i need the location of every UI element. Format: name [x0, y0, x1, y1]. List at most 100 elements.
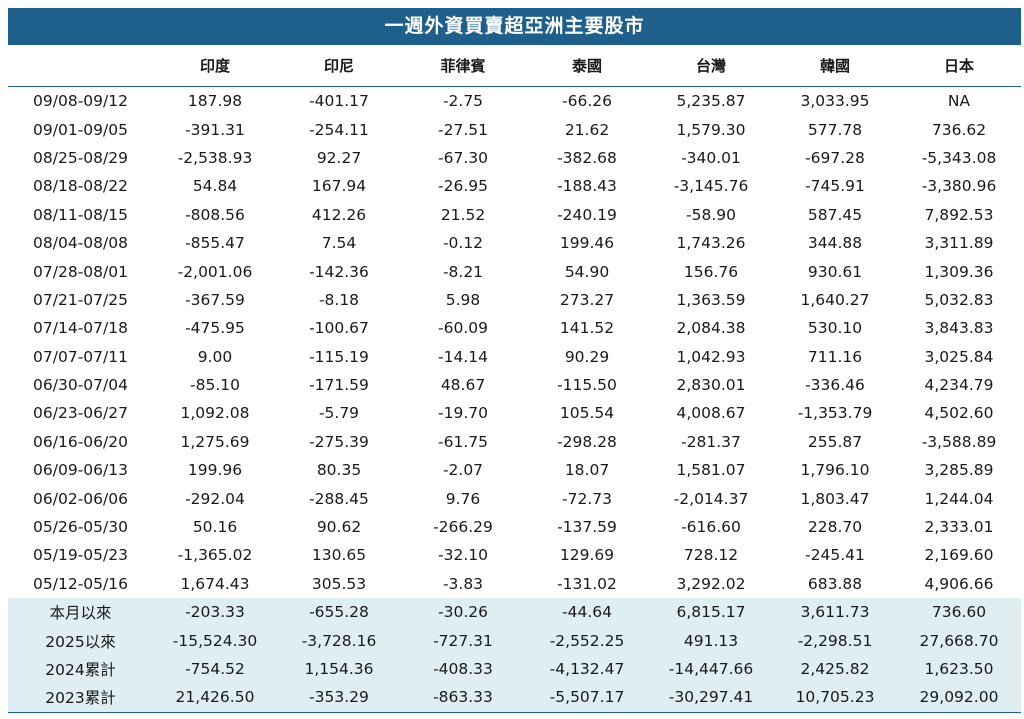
- value-cell: -188.43: [557, 177, 617, 196]
- value-cell: -26.95: [438, 177, 488, 196]
- value-cell: -1,353.79: [797, 404, 873, 423]
- value-cell: 2,830.01: [676, 376, 746, 395]
- value-cell: -298.28: [557, 432, 617, 451]
- value-cell: -131.02: [557, 574, 617, 593]
- value-cell: -15,524.30: [153, 626, 277, 655]
- value-cell: -32.10: [438, 546, 488, 565]
- value-cell: 9.76: [445, 489, 481, 508]
- value-cell: -754.52: [153, 654, 277, 684]
- value-cell: 255.87: [807, 432, 863, 451]
- row-label-cell: 09/01-09/05: [33, 120, 128, 139]
- value-cell: 48.67: [440, 376, 486, 395]
- value-cell: -8.21: [442, 262, 484, 281]
- value-cell: -85.10: [190, 376, 240, 395]
- value-cell: 6,815.17: [649, 598, 773, 627]
- table-row: 08/04-08/08 -855.47 7.54 -0.12 199.46 1,743.2…: [8, 229, 1021, 257]
- value-cell: 1,623.50: [897, 654, 1021, 684]
- header-row: 印度 印尼 菲律賓 泰國 台灣 韓國 日本: [8, 45, 1021, 87]
- row-label-cell: 05/26-05/30: [33, 518, 128, 537]
- value-cell: 577.78: [807, 120, 863, 139]
- value-cell: -5,507.17: [525, 683, 649, 713]
- value-cell: -2,538.93: [177, 148, 253, 167]
- data-table: 印度 印尼 菲律賓 泰國 台灣 韓國 日本 09/08-09/12 187.98 -…: [8, 45, 1021, 713]
- value-cell: -340.01: [681, 148, 741, 167]
- value-cell: -401.17: [309, 92, 369, 111]
- value-cell: 530.10: [807, 319, 863, 338]
- table-title: 一週外資買賣超亞洲主要股市: [8, 8, 1021, 45]
- row-label-cell: 06/09-06/13: [33, 461, 128, 480]
- value-cell: 21.62: [564, 120, 610, 139]
- value-cell: 54.90: [564, 262, 610, 281]
- value-cell: 228.70: [807, 518, 863, 537]
- value-cell: -100.67: [309, 319, 369, 338]
- value-cell: -808.56: [185, 205, 245, 224]
- value-cell: 29,092.00: [897, 683, 1021, 713]
- value-cell: 1,581.07: [676, 461, 746, 480]
- value-cell: -475.95: [185, 319, 245, 338]
- value-cell: 1,309.36: [924, 262, 994, 281]
- value-cell: -60.09: [438, 319, 488, 338]
- value-cell: -254.11: [309, 120, 369, 139]
- value-cell: 1,803.47: [800, 489, 870, 508]
- value-cell: 2,333.01: [924, 518, 994, 537]
- value-cell: -14.14: [438, 347, 488, 366]
- row-label-cell: 08/04-08/08: [33, 234, 128, 253]
- value-cell: 54.84: [192, 177, 238, 196]
- header-cell-indonesia: 印尼: [277, 45, 401, 87]
- value-cell: -30,297.41: [649, 683, 773, 713]
- table-row: 07/28-08/01 -2,001.06 -142.36 -8.21 54.90 156…: [8, 257, 1021, 285]
- row-label-cell: 05/19-05/23: [33, 546, 128, 565]
- header-cell-korea: 韓國: [773, 45, 897, 87]
- value-cell: -2,552.25: [525, 626, 649, 655]
- value-cell: -367.59: [185, 290, 245, 309]
- value-cell: -281.37: [681, 432, 741, 451]
- value-cell: -5,343.08: [921, 148, 997, 167]
- value-cell: 3,025.84: [924, 347, 994, 366]
- row-label-cell: 本月以來: [8, 598, 153, 627]
- row-label-cell: 08/25-08/29: [33, 148, 128, 167]
- table-row: 08/25-08/29 -2,538.93 92.27 -67.30 -382.68 -3…: [8, 144, 1021, 172]
- table-row: 06/02-06/06 -292.04 -288.45 9.76 -72.73 -2,01…: [8, 484, 1021, 512]
- value-cell: -266.29: [433, 518, 493, 537]
- value-cell: -2.75: [442, 92, 484, 111]
- value-cell: -2.07: [442, 461, 484, 480]
- value-cell: -408.33: [401, 654, 525, 684]
- row-label-cell: 2024累計: [8, 654, 153, 684]
- value-cell: -115.50: [557, 376, 617, 395]
- value-cell: -0.12: [442, 234, 484, 253]
- value-cell: 3,311.89: [924, 234, 994, 253]
- table-row: 09/08-09/12 187.98 -401.17 -2.75 -66.26 5,235…: [8, 87, 1021, 116]
- value-cell: 199.96: [187, 461, 243, 480]
- row-label-cell: 06/16-06/20: [33, 432, 128, 451]
- value-cell: 3,285.89: [924, 461, 994, 480]
- table-row: 05/12-05/16 1,674.43 305.53 -3.83 -131.02 3,2…: [8, 570, 1021, 598]
- row-label-cell: 07/21-07/25: [33, 290, 128, 309]
- value-cell: 92.27: [316, 148, 362, 167]
- value-cell: 130.65: [311, 546, 367, 565]
- row-label-cell: 05/12-05/16: [33, 574, 128, 593]
- value-cell: 1,743.26: [676, 234, 746, 253]
- value-cell: 50.16: [192, 518, 238, 537]
- value-cell: -2,298.51: [773, 626, 897, 655]
- value-cell: 5.98: [445, 290, 481, 309]
- value-cell: -3,728.16: [277, 626, 401, 655]
- table-row: 07/07-07/11 9.00 -115.19 -14.14 90.29 1,042.9…: [8, 343, 1021, 371]
- value-cell: 187.98: [187, 92, 243, 111]
- table-row: 06/09-06/13 199.96 80.35 -2.07 18.07 1,581.07…: [8, 456, 1021, 484]
- value-cell: -697.28: [805, 148, 865, 167]
- value-cell: 5,032.83: [924, 290, 994, 309]
- value-cell: -745.91: [805, 177, 865, 196]
- value-cell: 273.27: [559, 290, 615, 309]
- value-cell: 27,668.70: [897, 626, 1021, 655]
- row-label-cell: 07/28-08/01: [33, 262, 128, 281]
- summary-row: 2023累計 21,426.50 -353.29 -863.33 -5,507.17 -3…: [8, 683, 1021, 713]
- value-cell: -1,365.02: [177, 546, 253, 565]
- table-row: 06/16-06/20 1,275.69 -275.39 -61.75 -298.28 -…: [8, 428, 1021, 456]
- value-cell: -855.47: [185, 234, 245, 253]
- value-cell: 129.69: [559, 546, 615, 565]
- table-row: 08/18-08/22 54.84 167.94 -26.95 -188.43 -3,14…: [8, 172, 1021, 200]
- header-cell-thailand: 泰國: [525, 45, 649, 87]
- value-cell: 5,235.87: [676, 92, 746, 111]
- value-cell: 3,033.95: [800, 92, 870, 111]
- value-cell: -61.75: [438, 432, 488, 451]
